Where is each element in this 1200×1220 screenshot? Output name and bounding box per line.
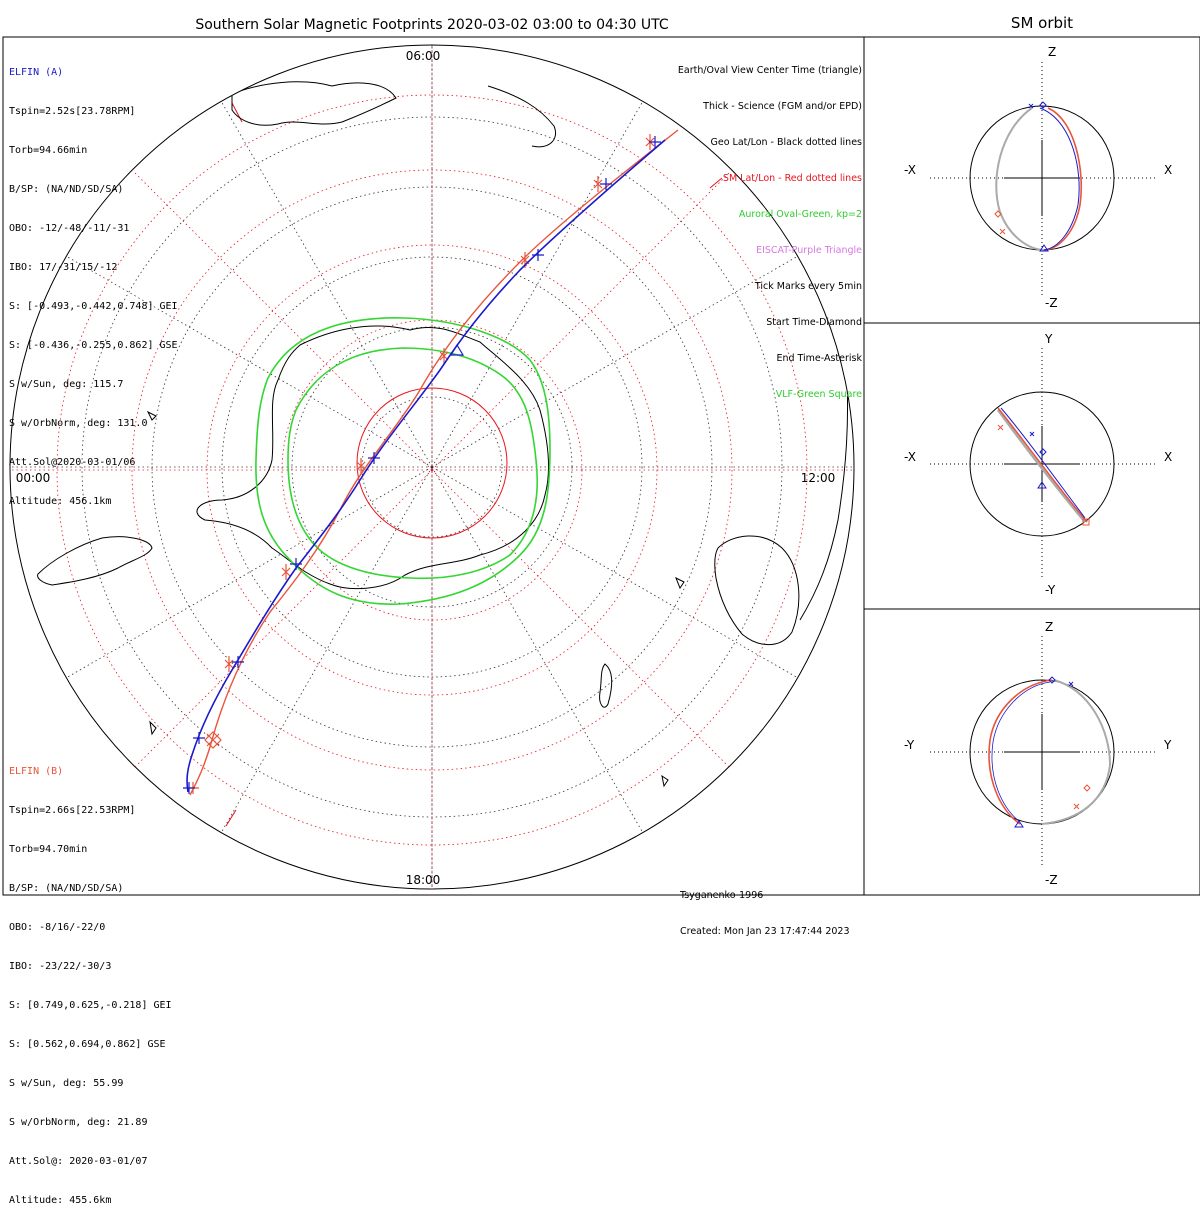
elfin-b-line: Altitude: 455.6km (9, 1195, 112, 1206)
elfin-a-line: OBO: -12/-48/-11/-31 (9, 223, 130, 234)
legend-item: Geo Lat/Lon - Black dotted lines (710, 137, 862, 148)
elfin-a-line: S: [-0.493,-0.442,0.748] GEI (9, 301, 178, 312)
panel-1-top: Z (1048, 45, 1056, 59)
elfin-a-info: ELFIN (A) Tspin=2.52s[23.78RPM] Torb=94.… (9, 40, 178, 521)
elfin-a-line: Tspin=2.52s[23.78RPM] (9, 106, 136, 117)
elfin-b-line: S: [0.749,0.625,-0.218] GEI (9, 1000, 172, 1011)
panel-1-bottom: -Z (1045, 296, 1058, 310)
sm-orbit-title: SM orbit (1011, 14, 1073, 32)
dial-label-bottom: 18:00 (406, 873, 441, 887)
elfin-a-line: B/SP: (NA/ND/SD/SA) (9, 184, 124, 195)
auroral-oval-outer (255, 317, 551, 605)
elfin-a-line: S: [-0.436,-0.255,0.862] GSE (9, 340, 178, 351)
elfin-b-info: ELFIN (B) Tspin=2.66s[22.53RPM] Torb=94.… (9, 739, 172, 1220)
antarctica-coast (196, 325, 550, 590)
elfin-b-line: OBO: -8/16/-22/0 (9, 922, 106, 933)
footer: Tsyganenko-1996 Created: Mon Jan 23 17:4… (680, 866, 850, 950)
dial-label-left: 00:00 (16, 471, 51, 485)
footer-model: Tsyganenko-1996 (680, 890, 764, 901)
elfin-a-line: S w/OrbNorm, deg: 131.0 (9, 418, 148, 429)
dial-label-right: 12:00 (801, 471, 836, 485)
sm-orbit-panel-1: Z -Z -X X (904, 45, 1172, 310)
elfin-a-line: Torb=94.66min (9, 145, 88, 156)
panel-3-top: Z (1045, 620, 1053, 634)
sm-orbit-panel-3: Z -Z -Y Y (904, 620, 1172, 887)
panel-2-left: -X (904, 450, 916, 464)
legend-item: Auroral Oval-Green, kp=2 (738, 209, 862, 220)
legend-item: Earth/Oval View Center Time (triangle) (677, 65, 862, 76)
elfin-a-line: IBO: 17/-31/15/-12 (9, 262, 118, 273)
panel-2-top: Y (1044, 332, 1053, 346)
sm-orbit-panel-2: Y -Y -X X (904, 332, 1172, 597)
australia-coast (714, 535, 800, 646)
elfin-a-track (186, 139, 666, 793)
main-title: Southern Solar Magnetic Footprints 2020-… (195, 17, 669, 33)
legend-item: End Time-Asterisk (776, 353, 862, 364)
legend-item: VLF-Green Square (775, 389, 862, 400)
elfin-b-line: Tspin=2.66s[22.53RPM] (9, 805, 136, 816)
elfin-b-start-diamond (204, 731, 222, 749)
elfin-a-line: S w/Sun, deg: 115.7 (9, 379, 124, 390)
legend: Earth/Oval View Center Time (triangle) T… (678, 41, 862, 413)
elfin-a-line: Altitude: 456.1km (9, 496, 112, 507)
polar-footprint-map: Southern Solar Magnetic Footprints 2020-… (2, 14, 1200, 896)
panel-3-bottom: -Z (1045, 873, 1058, 887)
south-africa-coast (487, 85, 556, 148)
panel-1-right: X (1164, 163, 1172, 177)
panel-3-left: -Y (904, 738, 915, 752)
elfin-b-line: S w/OrbNorm, deg: 21.89 (9, 1117, 148, 1128)
legend-item: Start Time-Diamond (766, 317, 862, 328)
elfin-b-line: S: [0.562,0.694,0.862] GSE (9, 1039, 166, 1050)
elfin-b-line: B/SP: (NA/ND/SD/SA) (9, 883, 124, 894)
auroral-oval-inner (287, 347, 539, 580)
panel-1-left: -X (904, 163, 916, 177)
panel-2-right: X (1164, 450, 1172, 464)
south-america-coast (37, 536, 153, 586)
panel-3-right: Y (1163, 738, 1172, 752)
elfin-b-title: ELFIN (B) (9, 766, 64, 777)
legend-item: Tick Marks every 5min (754, 281, 862, 292)
elfin-a-line: Att.Sol@2020-03-01/06 (9, 457, 136, 468)
new-zealand-coast (599, 663, 613, 708)
footer-created: Created: Mon Jan 23 17:47:44 2023 (680, 926, 850, 937)
legend-item: Thick - Science (FGM and/or EPD) (703, 101, 862, 112)
elfin-a-center-triangle (449, 343, 465, 356)
elfin-a-ticks (183, 136, 661, 794)
legend-item: EISCAT-Purple Triangle (756, 245, 862, 256)
elfin-b-line: Att.Sol@: 2020-03-01/07 (9, 1156, 148, 1167)
dial-label-top: 06:00 (406, 49, 441, 63)
elfin-b-track (189, 129, 679, 796)
elfin-a-title: ELFIN (A) (9, 67, 64, 78)
legend-item: SM Lat/Lon - Red dotted lines (722, 173, 862, 184)
sm-pole-circle (356, 387, 508, 539)
elfin-b-line: Torb=94.70min (9, 844, 88, 855)
auroral-ovals (255, 317, 551, 605)
sm-orbit-frame (863, 36, 1200, 896)
elfin-b-line: S w/Sun, deg: 55.99 (9, 1078, 124, 1089)
africa-coast (231, 81, 397, 126)
elfin-b-line: IBO: -23/22/-30/3 (9, 961, 112, 972)
panel-2-bottom: -Y (1045, 583, 1056, 597)
